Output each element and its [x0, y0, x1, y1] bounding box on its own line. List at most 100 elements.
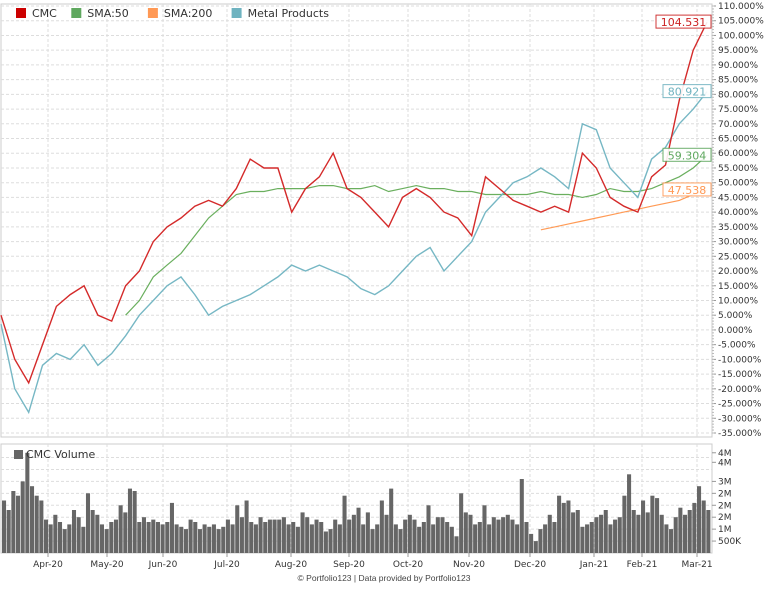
volume-bar: [641, 500, 646, 553]
volume-bar: [207, 526, 212, 554]
y-axis-percent: 110.000% 105.000% 100.000% 95.000% 90.000% 85…: [712, 2, 764, 439]
volume-bar: [183, 529, 188, 553]
volume-bar: [253, 524, 258, 553]
volume-bar: [459, 493, 464, 553]
volume-bar: [692, 502, 697, 553]
y-tick-label: 80.000%: [718, 90, 758, 100]
volume-bar: [454, 536, 459, 553]
volume-bar: [613, 519, 618, 553]
volume-bar: [221, 526, 226, 554]
value-callout-metal-products: 80.921: [662, 84, 712, 99]
volume-bar: [571, 512, 576, 553]
legend-swatch-icon: [231, 8, 242, 18]
volume-bar: [398, 529, 403, 553]
value-callout-sma-200: 47.538: [662, 182, 712, 197]
volume-bar: [445, 522, 450, 553]
volume-bar: [211, 524, 216, 553]
volume-bar: [575, 510, 580, 553]
value-callout-cmc: 104.531: [655, 14, 712, 29]
volume-bar: [431, 524, 436, 553]
x-tick-label: Sep-20: [333, 560, 365, 570]
y-tick-label: 60.000%: [718, 149, 758, 159]
volume-bar: [585, 524, 590, 553]
volume-bar: [389, 488, 394, 553]
volume-bar: [34, 495, 39, 553]
volume-bar: [104, 529, 109, 553]
volume-bar: [48, 524, 53, 553]
volume-bars: [2, 452, 711, 554]
volume-bar: [659, 514, 664, 553]
volume-tick-label: 2M: [718, 513, 732, 523]
legend: CMC SMA:50 SMA:200 Metal Products: [16, 7, 329, 20]
volume-bar: [155, 522, 160, 553]
volume-tick-label: 3M: [718, 477, 732, 487]
volume-bar: [323, 531, 328, 553]
legend-swatch-icon: [147, 8, 158, 18]
volume-bar: [277, 519, 282, 553]
x-tick-label: Aug-20: [275, 560, 308, 570]
x-tick-label: Jun-20: [148, 560, 178, 570]
volume-bar: [6, 510, 11, 553]
volume-bar: [85, 493, 91, 553]
volume-bar: [617, 517, 622, 553]
volume-tick-label: 500K: [718, 537, 742, 547]
volume-bar: [365, 512, 370, 553]
volume-bar: [655, 498, 660, 553]
value-callout-sma-50: 59.304: [662, 147, 712, 162]
y-tick-label: 85.000%: [718, 76, 758, 86]
legend-label: Metal Products: [248, 7, 330, 20]
y-tick-label: 95.000%: [718, 46, 758, 56]
volume-bar: [286, 524, 291, 553]
y-tick-label: 30.000%: [718, 238, 758, 248]
volume-bar: [589, 522, 594, 553]
volume-bar: [510, 519, 515, 553]
volume-bar: [67, 524, 72, 553]
volume-bar: [557, 495, 562, 553]
volume-tick-label: 4M: [718, 449, 732, 459]
main-panel-frame: [0, 3, 713, 438]
volume-bar: [109, 522, 114, 553]
y-tick-label: 90.000%: [718, 61, 758, 71]
y-tick-label: -25.000%: [718, 400, 762, 410]
volume-bar: [342, 495, 347, 553]
legend-label: SMA:200: [164, 7, 213, 20]
volume-bar: [673, 517, 678, 553]
volume-bar: [197, 529, 202, 553]
volume-bar: [216, 529, 221, 553]
y-tick-label: 50.000%: [718, 179, 758, 189]
volume-bar: [580, 526, 585, 554]
volume-bar: [543, 524, 548, 553]
volume-bar: [263, 522, 268, 553]
volume-bar: [169, 502, 174, 553]
volume-bar: [594, 517, 599, 553]
volume-bar: [491, 517, 496, 553]
volume-bar: [351, 514, 356, 553]
x-axis: Apr-20 May-20 Jun-20 Jul-20 Aug-20 Sep-20 Oct-…: [33, 553, 713, 570]
volume-bar: [645, 512, 650, 553]
volume-bar: [193, 522, 198, 553]
legend-swatch-icon: [16, 8, 26, 18]
x-tick-label: Oct-20: [393, 560, 424, 570]
y-tick-label: 5.000%: [718, 311, 753, 321]
volume-bar: [118, 505, 123, 553]
volume-bar: [295, 526, 300, 554]
y-tick-label: -15.000%: [718, 370, 762, 380]
volume-bar: [487, 524, 492, 553]
volume-bar: [57, 522, 63, 553]
volume-bar: [71, 510, 77, 553]
x-tick-label: Nov-20: [453, 560, 485, 570]
volume-bar: [529, 533, 534, 553]
volume-bar: [566, 500, 571, 553]
volume-bar: [678, 507, 683, 553]
series-line-metal-products: [0, 91, 708, 415]
y-tick-label: 10.000%: [718, 296, 758, 306]
y-tick-label: 65.000%: [718, 135, 758, 145]
volume-bar: [76, 517, 81, 553]
legend-label: SMA:50: [87, 7, 129, 20]
volume-bar: [706, 510, 711, 553]
volume-bar: [505, 514, 510, 553]
volume-bar: [249, 522, 254, 553]
volume-bar: [39, 500, 44, 553]
